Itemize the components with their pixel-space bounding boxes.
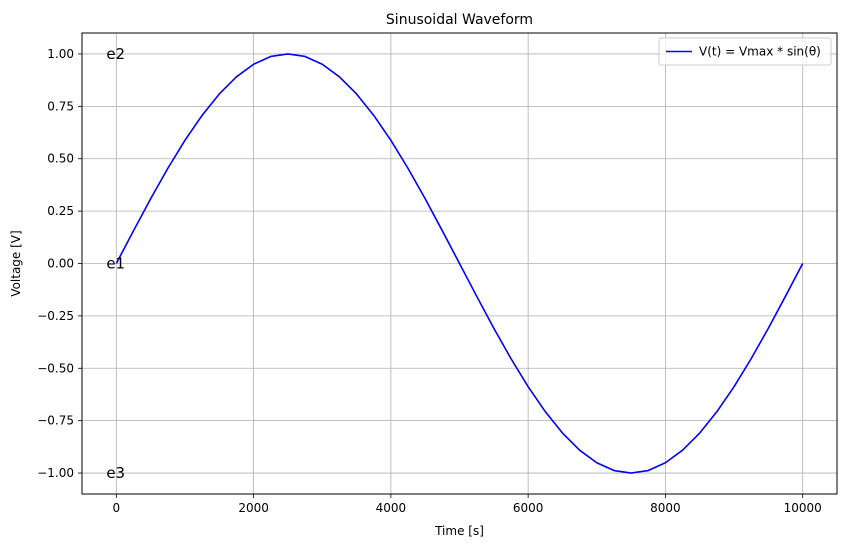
x-axis: 0 2000 4000 6000 8000 10000 xyxy=(112,494,822,515)
annotation-e2: e2 xyxy=(106,45,125,63)
y-tick-label: 0.00 xyxy=(47,257,74,271)
series-layer xyxy=(115,53,804,474)
annotation-layer: e2 e1 e3 xyxy=(106,45,125,482)
annotation-e3: e3 xyxy=(106,464,125,482)
x-tick-label: 10000 xyxy=(784,501,822,515)
x-tick-label: 4000 xyxy=(376,501,407,515)
y-tick-label: 0.75 xyxy=(47,99,74,113)
y-tick-label: −0.25 xyxy=(37,309,74,323)
grid xyxy=(82,33,837,494)
chart-title: Sinusoidal Waveform xyxy=(386,12,533,28)
legend-box xyxy=(658,37,832,66)
y-tick-label: 0.25 xyxy=(47,204,74,218)
y-axis-title: Voltage [V] xyxy=(9,230,23,296)
x-tick-label: 8000 xyxy=(650,501,681,515)
annotation-e1: e1 xyxy=(106,255,125,273)
x-tick-label: 6000 xyxy=(513,501,544,515)
y-tick-label: 0.50 xyxy=(47,152,74,166)
y-tick-label: −0.50 xyxy=(37,361,74,375)
x-tick-label: 0 xyxy=(112,501,120,515)
legend: V(t) = Vmax * sin(θ) xyxy=(658,37,832,66)
y-tick-label: 1.00 xyxy=(47,47,74,61)
y-axis: −1.00 −0.75 −0.50 −0.25 0.00 0.25 0.50 0.75 1.00 xyxy=(37,47,82,480)
series-line-0 xyxy=(115,53,804,474)
y-tick-label: −1.00 xyxy=(37,466,74,480)
y-tick-label: −0.75 xyxy=(37,414,74,428)
x-axis-title: Time [s] xyxy=(434,524,484,538)
x-tick-label: 2000 xyxy=(238,501,269,515)
legend-label-series-0: V(t) = Vmax * sin(θ) xyxy=(699,45,821,59)
